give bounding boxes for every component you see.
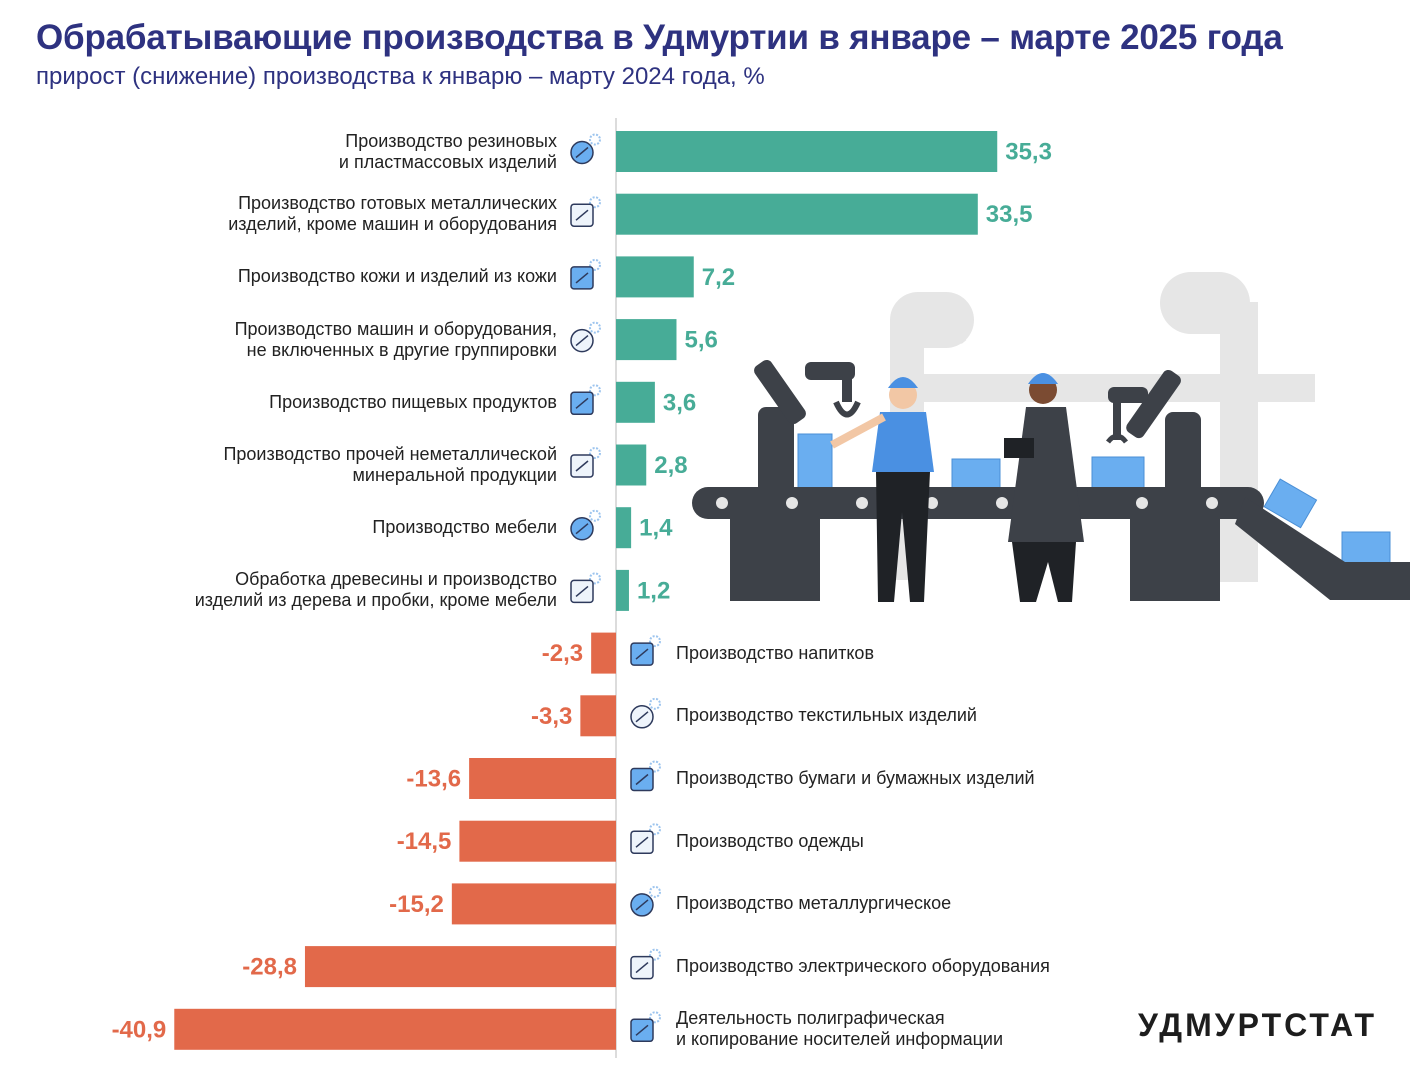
value-label-12: -14,5 bbox=[397, 828, 452, 855]
category-label-8: Обработка древесины и производство издели… bbox=[195, 569, 557, 611]
bar-15 bbox=[174, 1008, 616, 1050]
category-label-line: Производство напитков bbox=[676, 642, 875, 663]
bar-5 bbox=[616, 381, 655, 423]
bar-2 bbox=[616, 193, 978, 235]
category-label-9: Производство напитков bbox=[676, 643, 874, 664]
robot-arm-icon bbox=[570, 321, 601, 353]
category-label-line: не включенных в другие группировки bbox=[246, 339, 557, 360]
bar-11 bbox=[469, 758, 616, 799]
category-label-line: изделий из дерева и пробки, кроме мебели bbox=[194, 590, 557, 611]
bar-3 bbox=[616, 256, 694, 298]
category-label-line: Производство электрического оборудования bbox=[676, 956, 1050, 977]
category-label-line: Обработка древесины и производство bbox=[235, 569, 557, 590]
smelting-bucket-icon bbox=[630, 885, 661, 917]
category-label-line: минеральной продукции bbox=[352, 465, 557, 485]
category-label-3: Производство кожи и изделий из кожи bbox=[238, 266, 557, 287]
category-label-4: Производство машин и оборудования, не вкл… bbox=[235, 319, 557, 361]
category-label-line: Производство мебели bbox=[372, 517, 557, 538]
category-label-10: Производство текстильных изделий bbox=[676, 705, 977, 726]
bar-1 bbox=[616, 131, 998, 172]
fabric-icon bbox=[630, 697, 661, 729]
value-label-2: 33,5 bbox=[986, 201, 1033, 228]
category-label-line: и пластмассовых изделий bbox=[338, 151, 557, 172]
chart-subtitle: прирост (снижение) производства к январю… bbox=[36, 63, 765, 90]
category-label-line: и копирование носителей информации bbox=[676, 1029, 1004, 1050]
gears-icon bbox=[570, 196, 601, 227]
category-label-6: Производство прочей неметаллической минер… bbox=[223, 444, 557, 486]
bar-12 bbox=[459, 820, 616, 862]
value-label-5: 3,6 bbox=[663, 389, 696, 416]
value-label-7: 1,4 bbox=[639, 515, 673, 542]
printed-photo-icon bbox=[630, 1011, 661, 1043]
category-label-line: Деятельность полиграфическая bbox=[676, 1008, 945, 1029]
value-label-11: -13,6 bbox=[406, 766, 461, 793]
category-label-line: Производство пищевых продуктов bbox=[269, 391, 557, 412]
category-label-14: Производство электрического оборудования bbox=[676, 956, 1050, 977]
bar-6 bbox=[616, 444, 647, 486]
boxes bbox=[797, 433, 1391, 566]
category-label-15: Деятельность полиграфическая и копировани… bbox=[676, 1008, 1003, 1050]
drill-icon bbox=[630, 948, 661, 980]
category-label-line: Производство одежды bbox=[676, 830, 864, 851]
category-label-5: Производство пищевых продуктов bbox=[269, 392, 557, 413]
bar-8 bbox=[616, 569, 629, 611]
bar-14 bbox=[304, 946, 616, 988]
worker-woman bbox=[1004, 373, 1084, 602]
bar-13 bbox=[451, 883, 616, 925]
bar-9 bbox=[591, 632, 616, 674]
bar-7 bbox=[616, 507, 632, 549]
robot-arm-right bbox=[1106, 369, 1201, 502]
boot-icon bbox=[570, 133, 601, 165]
paper-icon bbox=[630, 760, 661, 792]
category-label-line: Производство кожи и изделий из кожи bbox=[237, 266, 557, 287]
brand-logo-text: УДМУРТСТАТ bbox=[1138, 1007, 1378, 1043]
value-label-8: 1,2 bbox=[637, 577, 670, 604]
category-label-12: Производство одежды bbox=[676, 831, 864, 852]
value-label-9: -2,3 bbox=[542, 640, 583, 667]
value-label-13: -15,2 bbox=[389, 891, 444, 918]
bar-4 bbox=[616, 319, 677, 361]
worker-man bbox=[830, 377, 934, 602]
chart-title: Обрабатывающие производства в Удмуртии в… bbox=[36, 18, 1283, 57]
category-label-7: Производство мебели bbox=[372, 517, 557, 538]
value-label-4: 5,6 bbox=[684, 327, 717, 354]
lumber-icon bbox=[570, 572, 601, 604]
background-claws bbox=[945, 302, 1193, 345]
category-label-line: Производство текстильных изделий bbox=[676, 705, 977, 726]
robot-arm-left bbox=[754, 359, 861, 502]
value-label-3: 7,2 bbox=[702, 264, 735, 291]
category-label-2: Производство готовых металлических издели… bbox=[228, 193, 557, 235]
bottle-icon bbox=[630, 635, 661, 666]
category-label-11: Производство бумаги и бумажных изделий bbox=[676, 768, 1035, 789]
mirror-glass-icon bbox=[570, 447, 601, 478]
category-label-line: Производство готовых металлических bbox=[238, 193, 557, 214]
category-label-line: Производство бумаги и бумажных изделий bbox=[676, 768, 1035, 788]
factory-illustration bbox=[692, 272, 1410, 602]
clothes-icon bbox=[630, 823, 661, 854]
category-label-line: изделий, кроме машин и оборудования bbox=[228, 214, 557, 235]
category-label-line: Производство машин и оборудования, bbox=[234, 318, 557, 339]
value-label-15: -40,9 bbox=[112, 1016, 167, 1043]
category-label-13: Производство металлургическое bbox=[676, 893, 951, 914]
category-label-1: Производство резиновых и пластмассовых из… bbox=[339, 131, 557, 173]
category-label-line: Производство резиновых bbox=[345, 130, 557, 151]
value-label-10: -3,3 bbox=[531, 703, 572, 730]
bar-10 bbox=[580, 695, 616, 737]
category-label-line: Производство металлургическое bbox=[676, 893, 952, 914]
ice-cream-icon bbox=[570, 384, 601, 416]
value-label-14: -28,8 bbox=[242, 954, 297, 981]
conveyor bbox=[692, 487, 1410, 601]
category-label-line: Производство прочей неметаллической bbox=[223, 444, 557, 464]
value-label-6: 2,8 bbox=[654, 452, 687, 479]
leather-icon bbox=[570, 258, 601, 290]
value-label-1: 35,3 bbox=[1005, 139, 1052, 166]
wardrobe-icon bbox=[570, 509, 601, 541]
